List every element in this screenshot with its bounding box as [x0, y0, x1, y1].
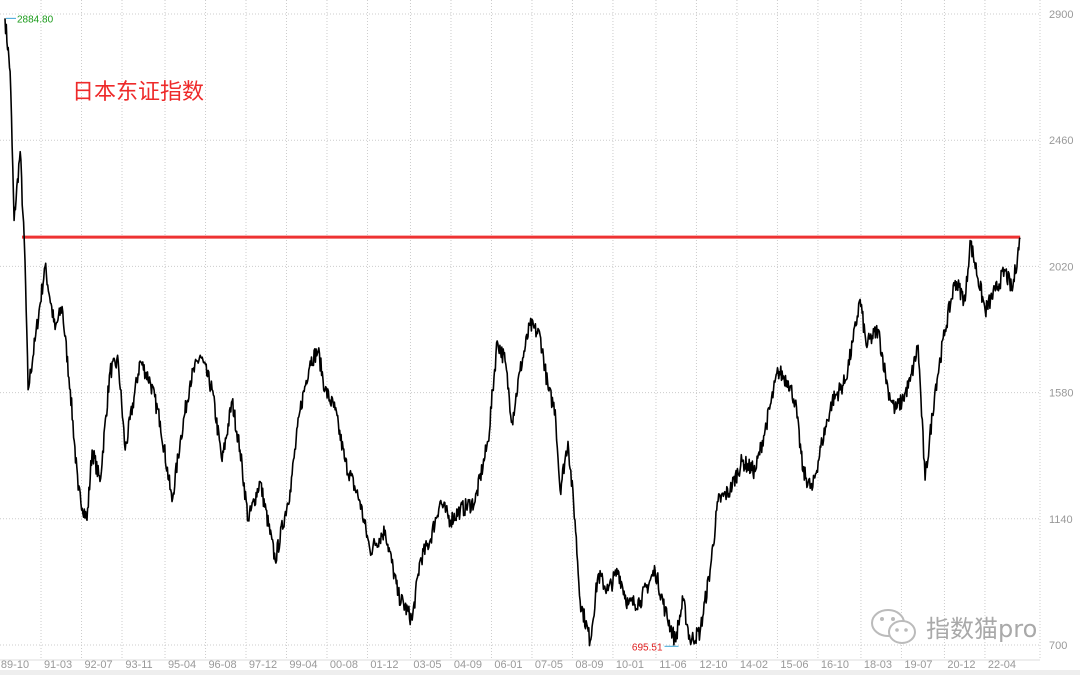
- x-tick-label: 19-07: [904, 659, 932, 671]
- chart-title: 日本东证指数: [72, 80, 205, 105]
- series-line: [4, 18, 1021, 647]
- x-tick-label: 00-08: [330, 659, 358, 671]
- x-tick-label: 01-12: [370, 659, 398, 671]
- x-tick-label: 96-08: [208, 659, 236, 671]
- wechat-icon: [871, 609, 916, 644]
- x-tick-label: 04-09: [454, 659, 482, 671]
- x-tick-label: 03-05: [413, 659, 441, 671]
- x-tick-label: 99-04: [289, 659, 317, 671]
- x-tick-label: 07-05: [535, 659, 563, 671]
- x-tick-label: 15-06: [780, 659, 808, 671]
- x-tick-label: 95-04: [168, 659, 196, 671]
- x-tick-label: 10-01: [616, 659, 644, 671]
- y-tick-label: 700: [1049, 640, 1067, 652]
- x-tick-label: 97-12: [249, 659, 277, 671]
- x-tick-label: 91-03: [44, 659, 72, 671]
- x-tick-label: 06-01: [494, 659, 522, 671]
- x-tick-label: 20-12: [947, 659, 975, 671]
- x-tick-label: 11-06: [659, 659, 686, 671]
- y-tick-label: 1140: [1049, 514, 1073, 526]
- x-tick-label: 93-11: [125, 659, 152, 671]
- y-axis: 2900 2460 2020 1580 1140 700: [1049, 9, 1073, 652]
- x-tick-label: 92-07: [84, 659, 112, 671]
- x-tick-label: 22-04: [988, 659, 1016, 671]
- y-tick-label: 2460: [1049, 135, 1073, 147]
- y-tick-label: 1580: [1049, 388, 1073, 400]
- x-tick-label: 12-10: [699, 659, 727, 671]
- annotations: 2884.80 695.51: [6, 14, 679, 653]
- max-label: 2884.80: [17, 14, 54, 25]
- x-tick-label: 08-09: [575, 659, 603, 671]
- x-tick-label: 16-10: [821, 659, 849, 671]
- grid: [0, 0, 1041, 661]
- watermark-text: 指数猫pro: [926, 614, 1038, 643]
- min-label: 695.51: [632, 642, 663, 653]
- y-tick-label: 2020: [1049, 261, 1073, 273]
- x-axis: 89-10 91-03 92-07 93-11 95-04 96-08 97-12 99-04…: [1, 659, 1016, 671]
- x-tick-label: 14-02: [740, 659, 768, 671]
- y-tick-label: 2900: [1049, 9, 1073, 21]
- watermark: 指数猫pro: [868, 606, 1037, 646]
- bottom-bar: [0, 670, 1080, 675]
- x-tick-label: 89-10: [1, 659, 29, 671]
- x-tick-label: 18-03: [864, 659, 892, 671]
